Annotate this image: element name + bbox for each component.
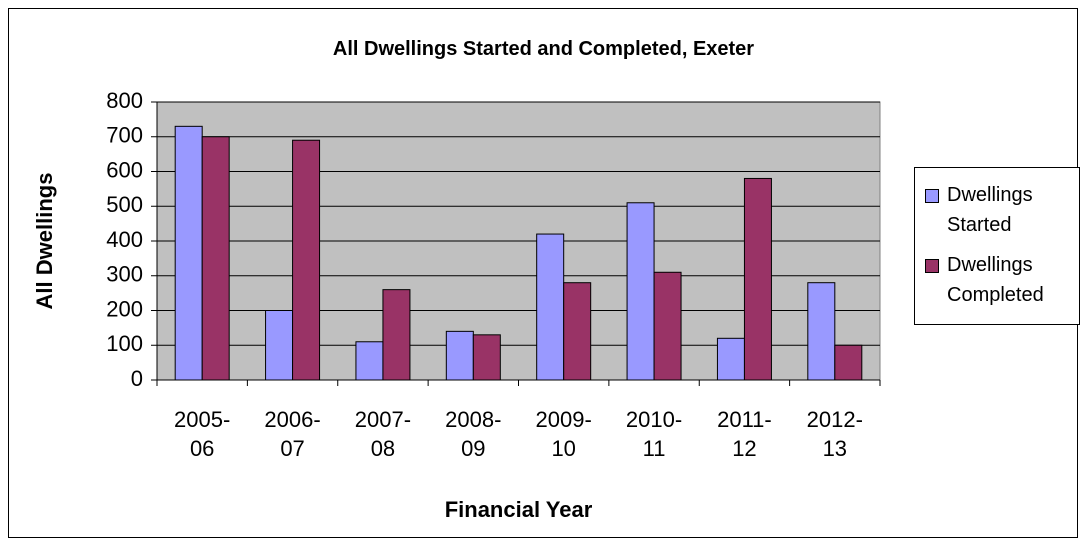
- x-tick-label: 2010-11: [625, 407, 683, 461]
- y-tick-label: 100: [106, 331, 143, 356]
- legend: Dwellings Started Dwellings Completed: [914, 167, 1080, 325]
- y-tick-label: 500: [106, 192, 143, 217]
- legend-swatch: [925, 259, 939, 273]
- bar: [472, 334, 501, 381]
- bar: [653, 271, 682, 381]
- bar: [536, 233, 565, 381]
- bar: [265, 310, 294, 381]
- y-tick-label: 600: [106, 157, 143, 182]
- x-tick-label: 2009-10: [535, 407, 592, 461]
- legend-label: Dwellings Completed: [947, 254, 1044, 306]
- y-tick-label: 0: [131, 366, 143, 391]
- bar: [174, 125, 203, 381]
- y-axis-title: All Dwellings: [32, 172, 57, 310]
- bar: [743, 177, 772, 381]
- bar: [201, 136, 230, 381]
- x-tick-label: 2005-06: [174, 407, 231, 461]
- y-tick-label: 400: [106, 227, 143, 252]
- x-tick-label: 2011-12: [717, 407, 772, 461]
- x-tick-label: 2012-13: [806, 407, 863, 461]
- bar: [382, 289, 411, 381]
- chart-title: All Dwellings Started and Completed, Exe…: [332, 38, 755, 60]
- bar: [716, 337, 745, 381]
- bar: [292, 139, 321, 381]
- legend-label: Dwellings Started: [947, 184, 1033, 236]
- bar: [626, 202, 655, 381]
- bar: [834, 344, 863, 381]
- y-tick-label: 800: [106, 88, 143, 113]
- y-tick-label: 200: [106, 296, 143, 321]
- x-tick-label: 2007-08: [354, 407, 412, 461]
- y-tick-label: 700: [106, 123, 143, 148]
- y-tick-label: 300: [106, 262, 143, 287]
- bar: [807, 282, 836, 381]
- x-axis-title: Financial Year: [444, 497, 593, 522]
- bar: [445, 330, 474, 381]
- x-tick-label: 2008-09: [445, 407, 502, 461]
- bar: [355, 341, 384, 381]
- x-tick-label: 2006-07: [264, 407, 321, 461]
- legend-swatch: [925, 189, 939, 203]
- bar: [563, 282, 592, 381]
